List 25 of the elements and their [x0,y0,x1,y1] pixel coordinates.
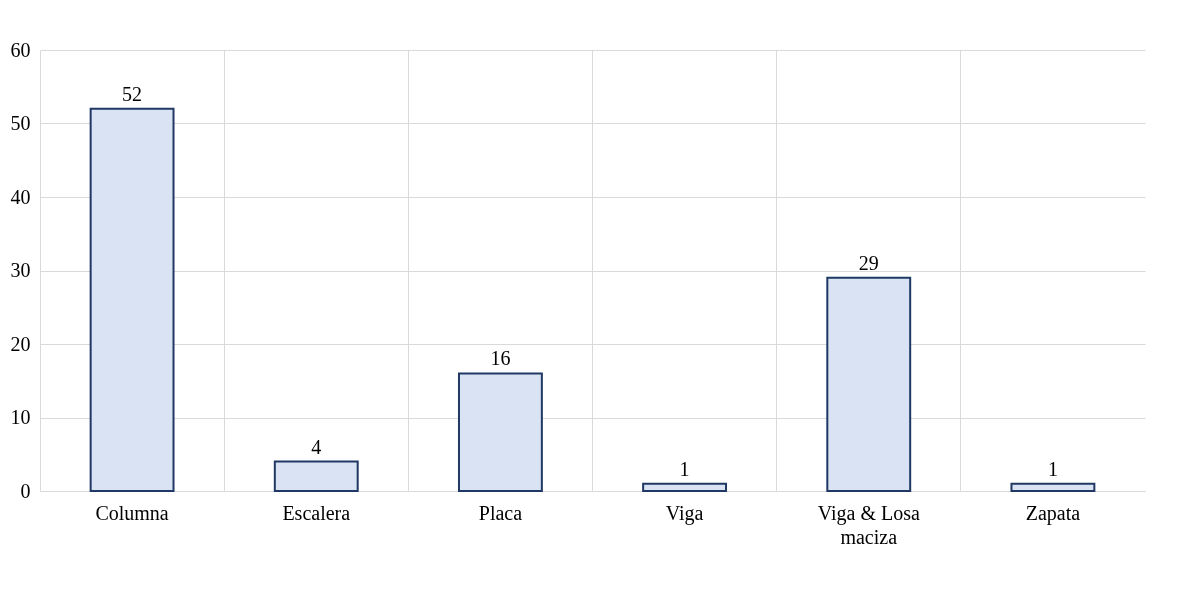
y-tick-label: 50 [10,112,31,134]
bar [826,276,912,492]
y-tick-label: 40 [10,185,31,208]
y-tick-label: 0 [20,479,31,502]
x-tick-label: Viga & Losa maciza [817,501,920,548]
data-label: 29 [858,251,879,274]
bar [457,372,543,492]
y-tick-label: 60 [10,38,31,61]
data-label: 52 [122,82,143,105]
data-label: 1 [1047,457,1058,480]
x-tick-label: Escalera [282,501,351,524]
y-tick-label: 30 [10,259,31,281]
x-tick-label: Zapata [1025,501,1081,525]
bar [89,107,175,492]
data-label: 16 [490,347,511,370]
bar [642,482,728,492]
data-label: 4 [311,435,322,458]
x-tick-label: Placa [478,501,523,524]
y-tick-label: 10 [10,406,31,428]
y-tick-label: 20 [10,332,31,355]
bar [273,460,359,492]
x-tick-label: Columna [95,501,169,524]
x-tick-label: Viga [665,501,704,525]
bar [1010,482,1096,492]
data-label: 1 [679,457,690,480]
